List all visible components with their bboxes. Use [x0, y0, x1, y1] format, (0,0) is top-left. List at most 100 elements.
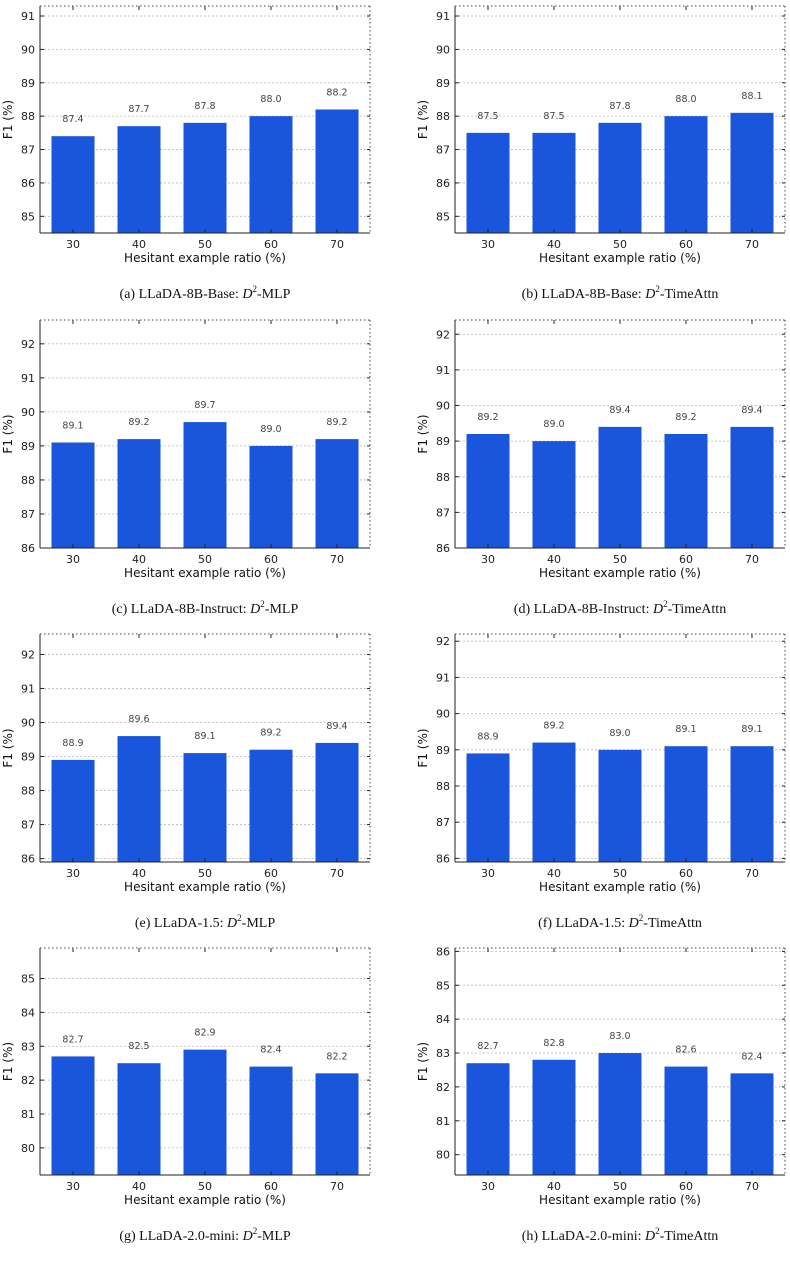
data-label: 82.7	[477, 1041, 498, 1052]
bar	[532, 742, 576, 862]
data-label: 82.8	[543, 1038, 564, 1049]
y-tick-label: 90	[21, 716, 35, 729]
x-tick-label: 70	[745, 867, 759, 880]
x-tick-label: 40	[132, 238, 146, 251]
x-tick-label: 30	[481, 553, 495, 566]
y-tick-label: 86	[436, 852, 450, 865]
y-tick-label: 85	[436, 979, 450, 992]
y-tick-label: 86	[21, 542, 35, 555]
data-label: 89.4	[609, 405, 630, 416]
data-label: 89.1	[675, 724, 696, 735]
x-tick-label: 60	[679, 553, 693, 566]
x-tick-label: 30	[481, 238, 495, 251]
y-tick-label: 81	[21, 1108, 35, 1121]
y-tick-label: 89	[21, 77, 35, 90]
x-tick-label: 60	[264, 867, 278, 880]
y-tick-label: 92	[436, 635, 450, 648]
x-axis-title: Hesitant example ratio (%)	[539, 566, 701, 580]
bar	[466, 132, 510, 233]
chart-panel-d: 86 87 88 89 90 91 92 89.2 30 89.0 40 89.4 50 89.2 60 89…	[416, 319, 786, 617]
y-axis-title: F1 (%)	[1, 728, 15, 767]
bar	[315, 439, 359, 548]
y-tick-label: 80	[21, 1142, 35, 1155]
caption-math: D	[628, 916, 639, 931]
x-tick-label: 60	[264, 238, 278, 251]
y-tick-label: 90	[21, 43, 35, 56]
x-tick-label: 70	[330, 553, 344, 566]
y-tick-label: 92	[21, 338, 35, 351]
x-tick-label: 40	[132, 1180, 146, 1193]
x-tick-label: 50	[198, 238, 212, 251]
y-tick-label: 90	[436, 708, 450, 721]
bar	[730, 1073, 774, 1175]
x-tick-label: 30	[66, 553, 80, 566]
x-tick-label: 50	[613, 867, 627, 880]
caption-superscript: 2	[639, 913, 644, 923]
bar	[730, 112, 774, 233]
y-tick-label: 91	[21, 682, 35, 695]
bar	[249, 445, 293, 548]
bar	[730, 746, 774, 862]
bar	[249, 1066, 293, 1175]
bar	[51, 442, 95, 548]
y-tick-label: 87	[436, 816, 450, 829]
data-label: 88.0	[260, 94, 281, 105]
y-tick-label: 92	[436, 328, 450, 341]
x-tick-label: 60	[264, 553, 278, 566]
x-tick-label: 30	[66, 867, 80, 880]
caption-suffix: -MLP	[257, 1229, 291, 1244]
bar	[51, 1056, 95, 1175]
data-label: 89.2	[675, 412, 696, 423]
caption-suffix: -MLP	[265, 602, 299, 617]
data-label: 89.6	[128, 714, 149, 725]
caption-suffix: -TimeAttn	[660, 1229, 719, 1244]
y-axis-title: F1 (%)	[416, 100, 430, 139]
y-tick-label: 91	[436, 10, 450, 23]
y-axis-title: F1 (%)	[416, 1042, 430, 1081]
data-label: 89.0	[543, 419, 564, 430]
bar	[598, 1053, 642, 1175]
data-label: 89.2	[128, 417, 149, 428]
y-tick-label: 90	[436, 400, 450, 413]
bar	[664, 434, 708, 548]
y-tick-label: 86	[436, 542, 450, 555]
bar	[664, 746, 708, 862]
x-axis-title: Hesitant example ratio (%)	[124, 880, 286, 894]
x-tick-label: 50	[198, 1180, 212, 1193]
bar	[183, 753, 227, 862]
data-label: 89.2	[326, 417, 347, 428]
panel-caption: (d) LLaDA-8B-Instruct: D2-TimeAttn	[514, 599, 726, 617]
y-tick-label: 89	[21, 440, 35, 453]
data-label: 89.1	[62, 421, 83, 432]
data-label: 83.0	[609, 1031, 630, 1042]
bar	[466, 1063, 510, 1175]
y-tick-label: 89	[436, 744, 450, 757]
caption-prefix: (d) LLaDA-8B-Instruct:	[514, 602, 653, 617]
y-tick-label: 86	[21, 177, 35, 190]
bar	[117, 126, 161, 233]
caption-superscript: 2	[655, 284, 660, 294]
bar	[117, 1063, 161, 1175]
x-tick-label: 50	[613, 553, 627, 566]
caption-math: D	[226, 916, 237, 931]
y-tick-label: 82	[21, 1074, 35, 1087]
bar	[249, 749, 293, 862]
bar	[183, 1049, 227, 1175]
data-label: 87.8	[609, 101, 630, 112]
bar	[730, 426, 774, 548]
x-tick-label: 70	[745, 1180, 759, 1193]
data-label: 87.7	[128, 104, 149, 115]
bar	[664, 1066, 708, 1175]
x-tick-label: 40	[132, 867, 146, 880]
chart-panel-a: 85 86 87 88 89 90 91 87.4 30 87.7 40 87.8 50 88.0 60 88…	[1, 5, 371, 302]
data-label: 87.5	[477, 111, 498, 122]
caption-suffix: -MLP	[257, 287, 291, 302]
caption-suffix: -TimeAttn	[668, 602, 727, 617]
data-label: 82.9	[194, 1028, 215, 1039]
caption-superscript: 2	[260, 599, 265, 609]
bar	[598, 749, 642, 862]
bar	[315, 742, 359, 862]
bar	[117, 439, 161, 548]
y-tick-label: 81	[436, 1115, 450, 1128]
x-axis-title: Hesitant example ratio (%)	[539, 880, 701, 894]
